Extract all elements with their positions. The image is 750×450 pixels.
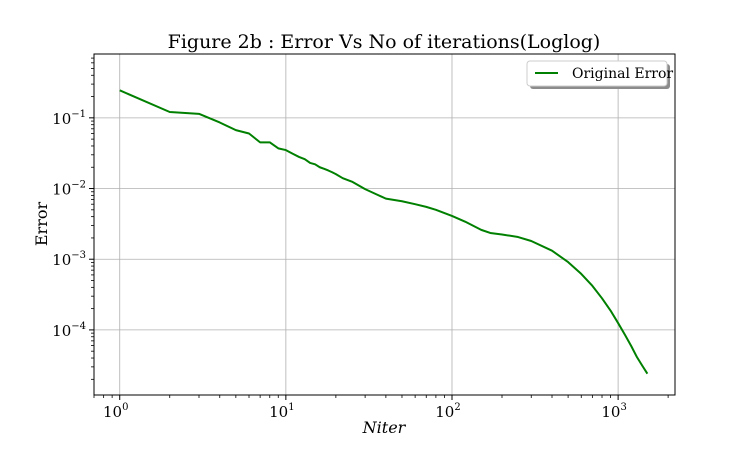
y-tick-label: 10−3: [52, 250, 86, 269]
x-tick-label: 101: [269, 402, 294, 421]
x-tick-label: 103: [601, 402, 626, 421]
x-axis-label: Niter: [362, 418, 407, 437]
x-tick-label: 102: [435, 402, 460, 421]
legend: Original Error: [526, 60, 673, 89]
y-tick-label: 10−2: [52, 180, 86, 199]
series-line-original-error: [119, 89, 649, 375]
series-layer: [119, 89, 649, 375]
legend-label: Original Error: [572, 66, 673, 82]
y-tick-label: 10−4: [52, 321, 86, 340]
grid: [94, 54, 675, 395]
y-tick-label: 10−1: [52, 109, 86, 128]
y-axis-label: Error: [32, 202, 51, 247]
legend-box: [526, 60, 668, 87]
plot-frame: [93, 53, 676, 396]
x-tick-label: 100: [103, 402, 128, 421]
chart-title: Figure 2b : Error Vs No of iterations(Lo…: [168, 31, 601, 53]
ticks: 100 101 102 103 10−1 10−2 10−3 10−4: [52, 57, 669, 421]
